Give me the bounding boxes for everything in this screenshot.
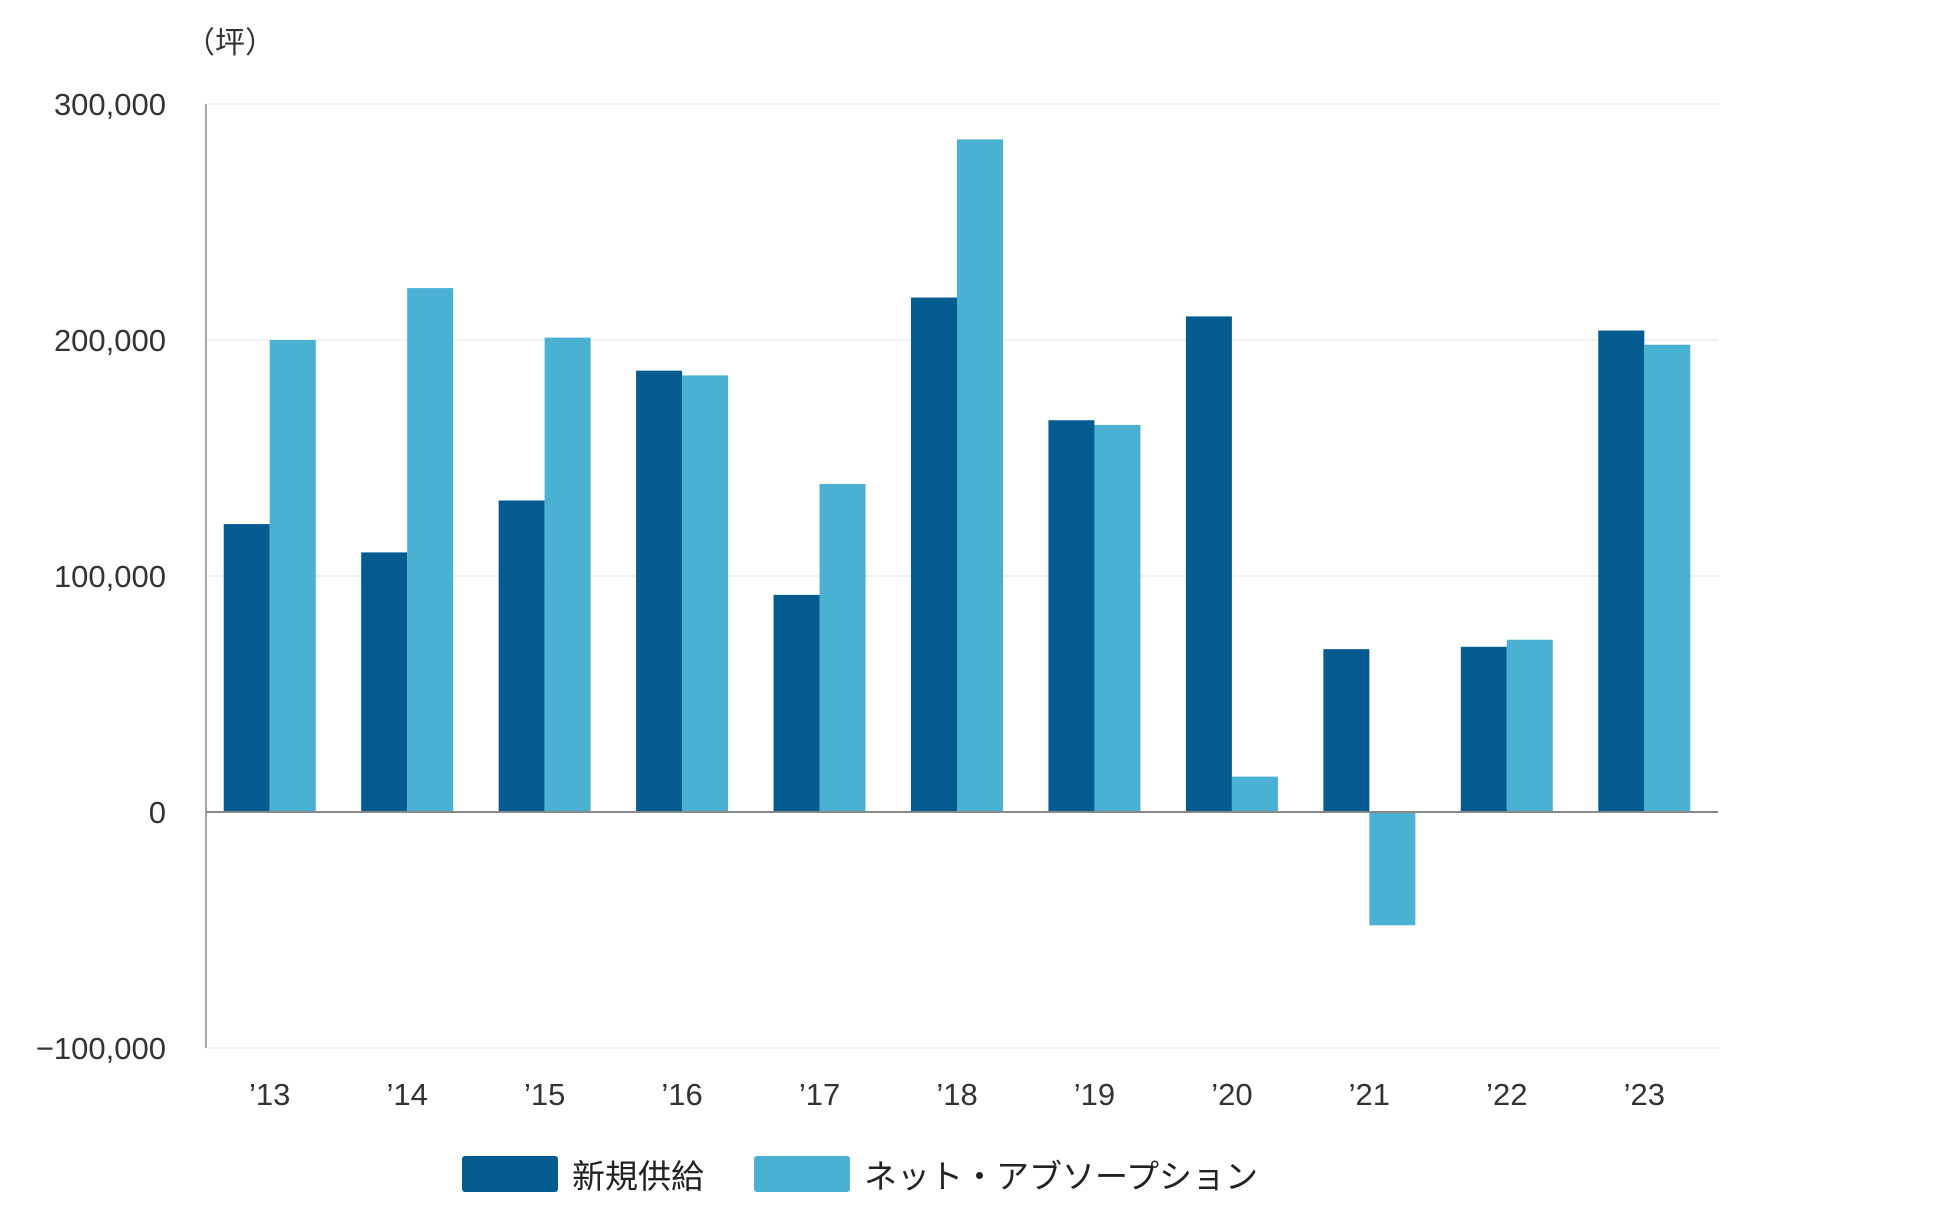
bar-net-absorption [682, 375, 729, 812]
y-tick-label: −100,000 [36, 1031, 166, 1066]
bar-new-supply [223, 524, 270, 812]
bar-new-supply [773, 594, 820, 812]
bar-net-absorption [819, 483, 866, 812]
x-tick-label: ’14 [386, 1077, 427, 1112]
bar-new-supply [1323, 649, 1370, 812]
legend: 新規供給 ネット・アブソープション [0, 1150, 1720, 1198]
x-tick-label: ’13 [249, 1077, 290, 1112]
y-axis-unit-label: （坪） [185, 26, 275, 61]
bar-new-supply [1185, 316, 1232, 812]
bar-new-supply [911, 297, 957, 812]
bar-net-absorption [1506, 639, 1553, 812]
bar-net-absorption [407, 288, 454, 813]
bar-new-supply [1048, 420, 1095, 812]
y-tick-label: 0 [149, 795, 166, 830]
bar-new-supply [498, 500, 545, 812]
x-tick-label: ’15 [524, 1077, 565, 1112]
bar-new-supply [1460, 646, 1507, 812]
bar-net-absorption [544, 337, 591, 812]
bar-net-absorption [1644, 344, 1691, 812]
legend-swatch-new-supply [461, 1156, 558, 1192]
y-tick-label: 100,000 [54, 559, 166, 594]
bar-new-supply [1598, 330, 1645, 812]
x-tick-label: ’16 [661, 1077, 702, 1112]
x-tick-label: ’23 [1624, 1077, 1665, 1112]
y-tick-label: 300,000 [54, 87, 166, 122]
bar-net-absorption [1231, 776, 1278, 812]
legend-label-new-supply: 新規供給 [571, 1157, 704, 1196]
x-tick-label: ’21 [1349, 1077, 1390, 1112]
x-tick-label: ’19 [1074, 1077, 1115, 1112]
bar-net-absorption [269, 340, 316, 812]
bar-net-absorption [957, 139, 1003, 812]
bar-new-supply [636, 370, 683, 812]
y-tick-label: 200,000 [54, 323, 166, 358]
legend-label-net-absorption: ネット・アブソープション [863, 1157, 1259, 1196]
legend-swatch-net-absorption [753, 1156, 850, 1192]
x-tick-label: ’18 [936, 1077, 977, 1112]
bar-net-absorption [1094, 424, 1141, 812]
bar-new-supply [361, 552, 408, 812]
x-tick-label: ’22 [1486, 1077, 1527, 1112]
legend-item-new-supply: 新規供給 [461, 1150, 704, 1198]
legend-item-net-absorption: ネット・アブソープション [753, 1150, 1259, 1198]
x-tick-label: ’20 [1211, 1077, 1252, 1112]
bar-net-absorption [1369, 812, 1416, 926]
x-tick-label: ’17 [799, 1077, 840, 1112]
